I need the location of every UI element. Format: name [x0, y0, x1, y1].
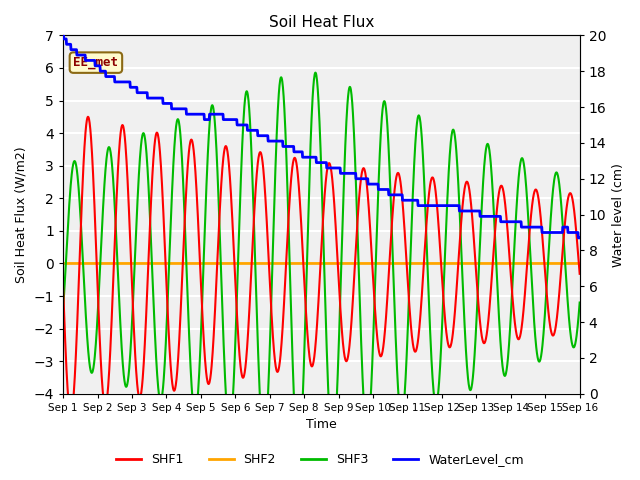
Y-axis label: Water level (cm): Water level (cm)	[612, 163, 625, 266]
Legend: SHF1, SHF2, SHF3, WaterLevel_cm: SHF1, SHF2, SHF3, WaterLevel_cm	[111, 448, 529, 471]
Text: EE_met: EE_met	[74, 56, 118, 69]
Y-axis label: Soil Heat Flux (W/m2): Soil Heat Flux (W/m2)	[15, 146, 28, 283]
X-axis label: Time: Time	[306, 419, 337, 432]
Title: Soil Heat Flux: Soil Heat Flux	[269, 15, 374, 30]
